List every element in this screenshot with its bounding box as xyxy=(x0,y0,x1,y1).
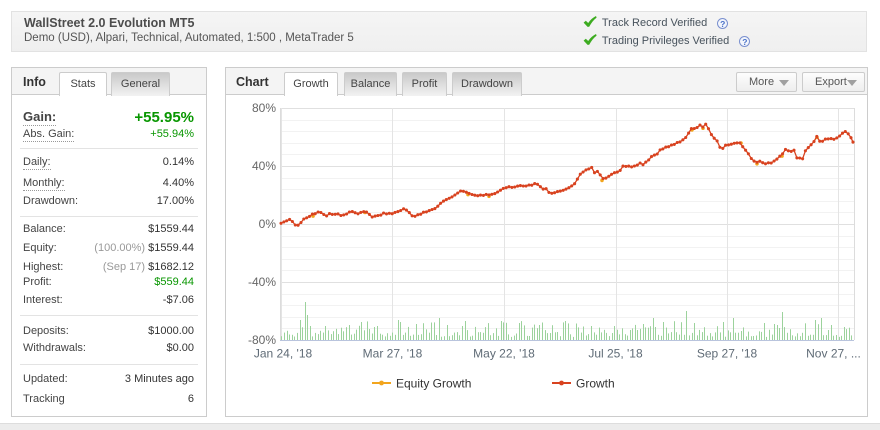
svg-text:Sep 27, '18: Sep 27, '18 xyxy=(697,347,758,361)
svg-text:May 22, '18: May 22, '18 xyxy=(473,347,535,361)
svg-text:Growth: Growth xyxy=(576,377,615,391)
svg-text:0%: 0% xyxy=(259,217,277,231)
svg-text:Jul 25, '18: Jul 25, '18 xyxy=(588,347,643,361)
svg-text:Jan 24, '18: Jan 24, '18 xyxy=(254,347,313,361)
svg-text:-40%: -40% xyxy=(248,275,276,289)
svg-text:-80%: -80% xyxy=(248,333,276,347)
svg-text:Mar 27, '18: Mar 27, '18 xyxy=(363,347,423,361)
svg-text:80%: 80% xyxy=(252,101,276,115)
svg-text:Equity Growth: Equity Growth xyxy=(396,377,471,391)
svg-text:40%: 40% xyxy=(252,159,276,173)
svg-text:Nov 27, ...: Nov 27, ... xyxy=(806,347,861,361)
